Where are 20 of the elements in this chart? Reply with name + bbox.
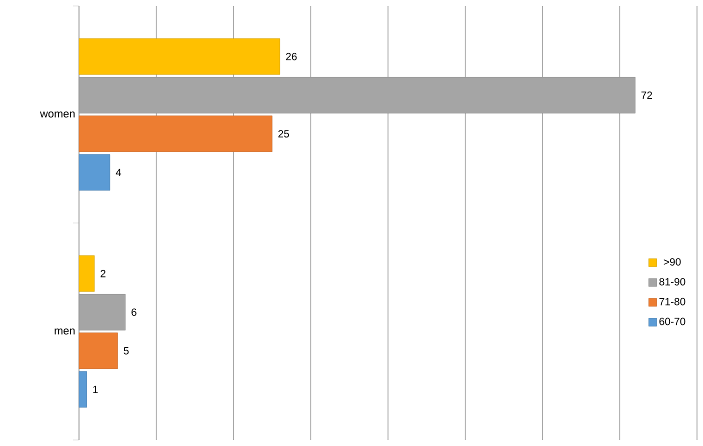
bar [78, 255, 95, 292]
legend-label: >90 [664, 258, 681, 266]
data-label: 5 [124, 347, 129, 354]
data-label: 1 [93, 386, 98, 394]
bar [78, 371, 87, 408]
data-label: 4 [116, 168, 122, 176]
data-label: 2 [100, 270, 106, 278]
data-label: 26 [286, 52, 297, 60]
legend-label: 81-90 [659, 278, 686, 286]
y-tick-label: women [40, 111, 75, 118]
legend-label: 60-70 [659, 318, 686, 326]
bar [78, 332, 118, 369]
bar [78, 116, 272, 152]
data-label: 25 [278, 130, 290, 138]
bar [78, 154, 110, 191]
bar [78, 38, 280, 75]
legend-label: 71-80 [659, 298, 686, 306]
y-tick-label: men [54, 328, 75, 334]
data-label: 72 [641, 92, 652, 99]
data-label: 6 [132, 308, 136, 316]
